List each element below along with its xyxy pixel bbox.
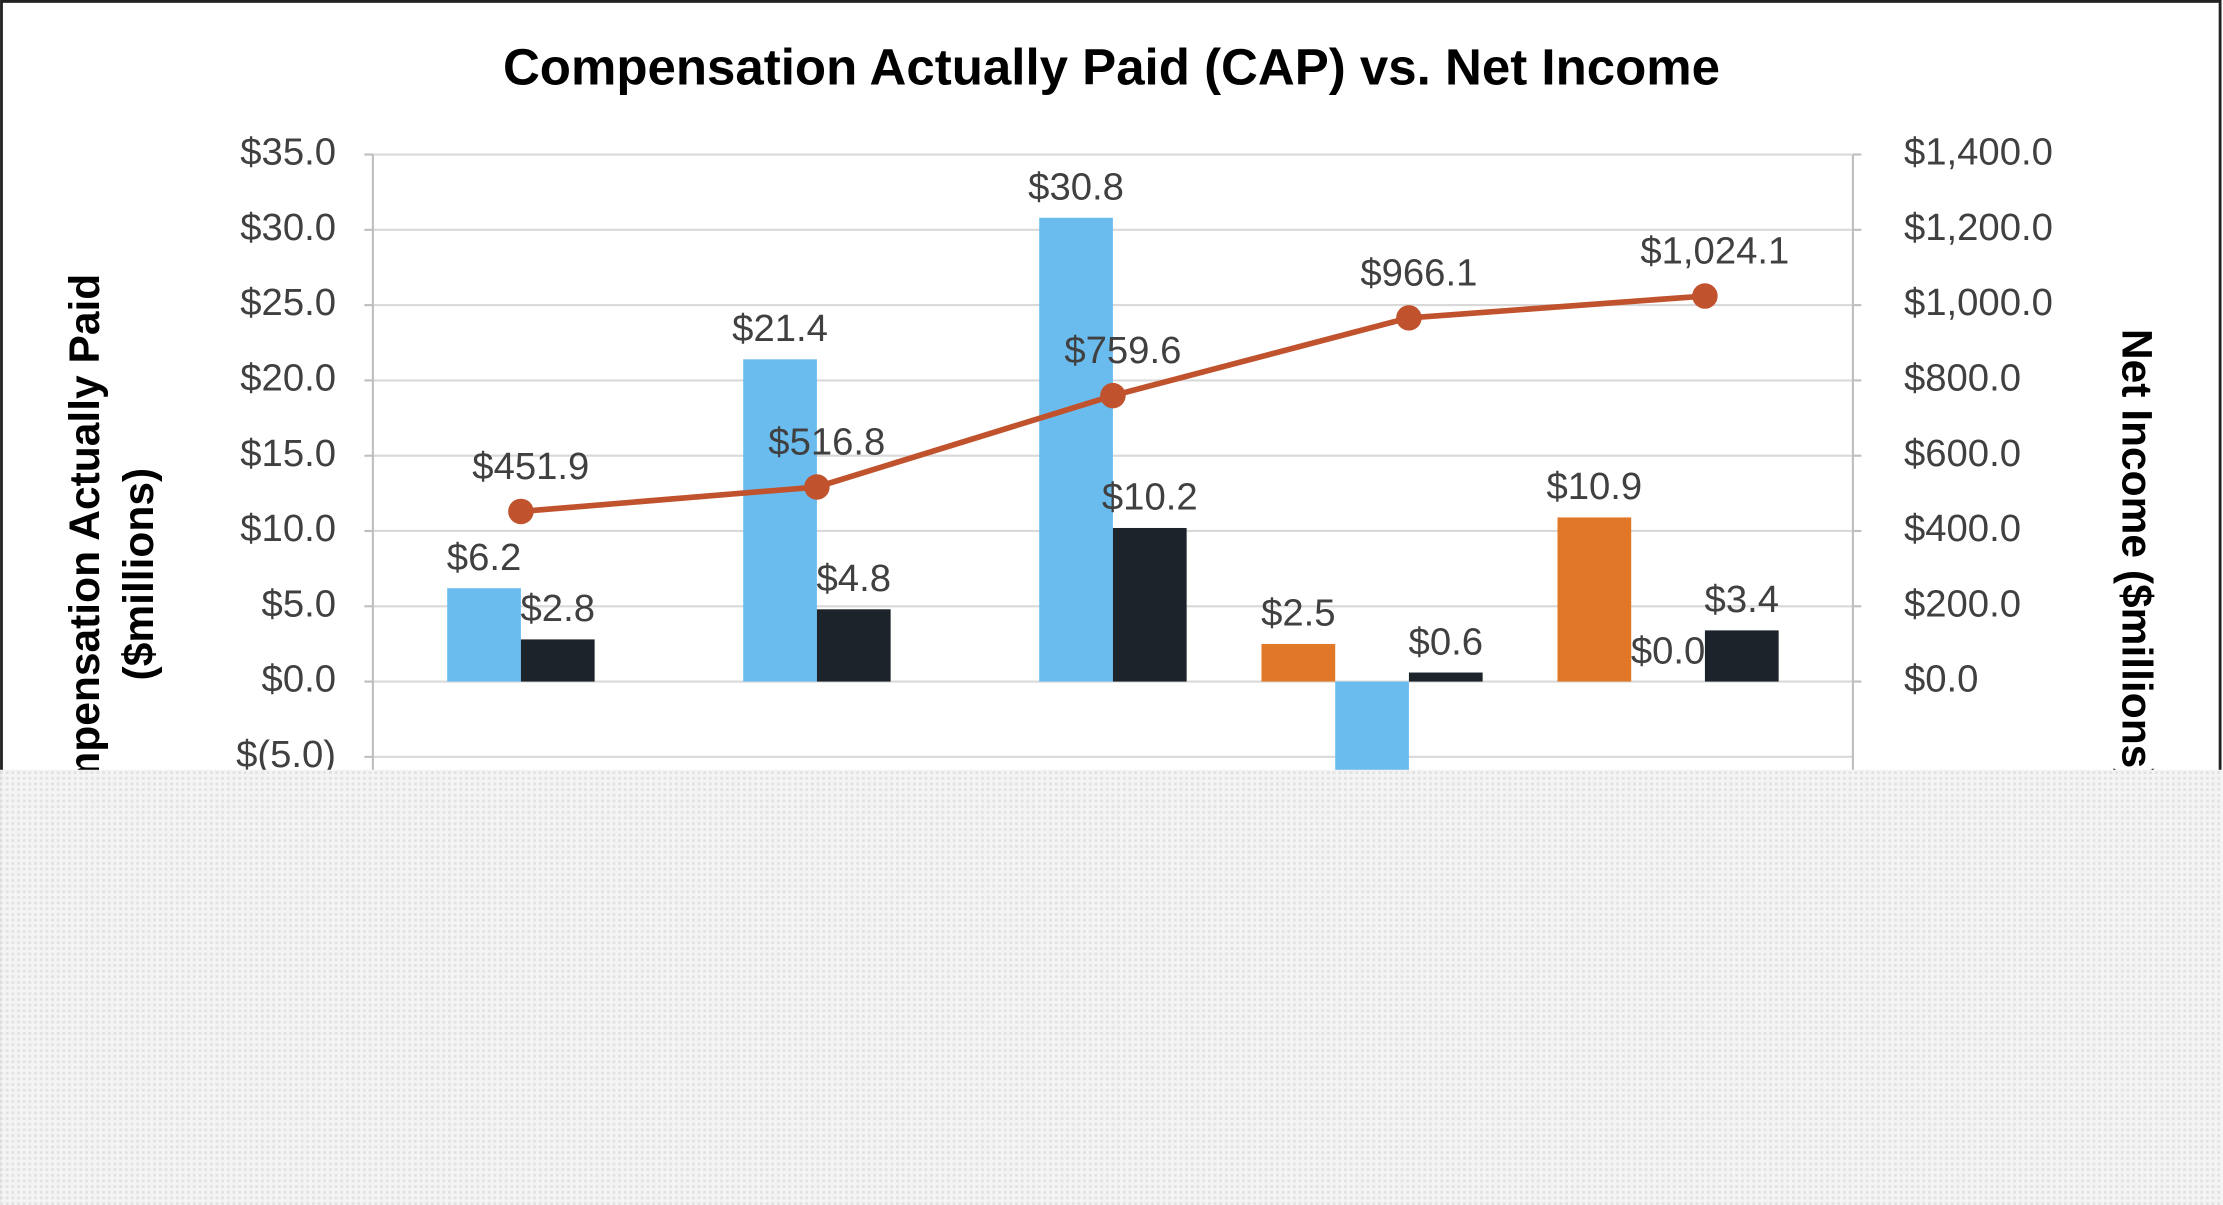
- y2-tick-label: $200.0: [1904, 582, 2021, 625]
- data-label: $0.0: [1631, 629, 1705, 672]
- bar: [1112, 527, 1187, 682]
- y-tick-label: $20.0: [240, 357, 336, 400]
- bar: [816, 609, 891, 682]
- data-label: $2.5: [1261, 592, 1335, 635]
- data-label: $10.9: [1546, 465, 1642, 508]
- bar: [447, 588, 521, 682]
- y2-tick-label: $800.0: [1904, 357, 2021, 400]
- line-marker: [1100, 382, 1126, 409]
- y-tick-label: $25.0: [240, 281, 336, 324]
- y-axis-title: ($millions): [116, 468, 163, 681]
- data-label: $451.9: [472, 445, 589, 488]
- bar: [1557, 517, 1632, 682]
- bar: [1261, 643, 1336, 682]
- data-label: $2.8: [521, 587, 595, 630]
- y2-axis-title: Net Income ($millions): [2112, 329, 2159, 783]
- line-marker: [1396, 305, 1422, 331]
- data-label: $966.1: [1360, 251, 1477, 294]
- y2-tick-label: $1,400.0: [1904, 131, 2053, 174]
- line-marker: [508, 498, 534, 525]
- y-tick-label: $5.0: [262, 582, 336, 625]
- y2-tick-label: $1,000.0: [1904, 281, 2053, 324]
- y-axis-title: Compensation Actually Paid: [62, 274, 109, 847]
- data-label: $4.8: [817, 557, 891, 600]
- y-tick-label: $(5.0): [236, 733, 336, 776]
- y-tick-label: $30.0: [240, 206, 336, 249]
- bar: [1335, 681, 1409, 772]
- y2-tick-label: $600.0: [1904, 432, 2021, 475]
- y2-tick-label: $0.0: [1904, 658, 1978, 701]
- data-label: $10.2: [1102, 476, 1198, 519]
- plot: $(5.0) $0.0 $5.0 $10.0 $15.0 $20.0 $25.0 $30.0 $…: [236, 131, 2053, 833]
- bar: [743, 359, 817, 682]
- data-label: $516.8: [768, 421, 885, 464]
- data-label: $3.4: [1705, 578, 1779, 621]
- y-tick-label: $35.0: [240, 131, 336, 174]
- data-label: $30.8: [1028, 166, 1124, 209]
- redaction-overlay: [0, 769, 2223, 1205]
- data-label: $759.6: [1064, 329, 1181, 372]
- y2-tick-label: $1,200.0: [1904, 206, 2053, 249]
- y-tick-label: $0.0: [262, 658, 336, 701]
- data-label: $21.4: [732, 307, 828, 350]
- data-label: $6.2: [447, 536, 521, 579]
- data-label: $0.6: [1409, 620, 1483, 663]
- bar: [1408, 672, 1483, 682]
- chart-title: Compensation Actually Paid (CAP) vs. Net…: [503, 38, 1720, 95]
- bar: [520, 639, 595, 682]
- y-tick-label: $15.0: [240, 432, 336, 475]
- y-tick-label: $10.0: [240, 507, 336, 550]
- bar: [1704, 630, 1779, 682]
- bar: [1039, 217, 1113, 682]
- line-marker: [804, 474, 830, 500]
- data-label: $1,024.1: [1640, 230, 1789, 273]
- line-marker: [1692, 283, 1718, 309]
- y2-tick-label: $400.0: [1904, 507, 2021, 550]
